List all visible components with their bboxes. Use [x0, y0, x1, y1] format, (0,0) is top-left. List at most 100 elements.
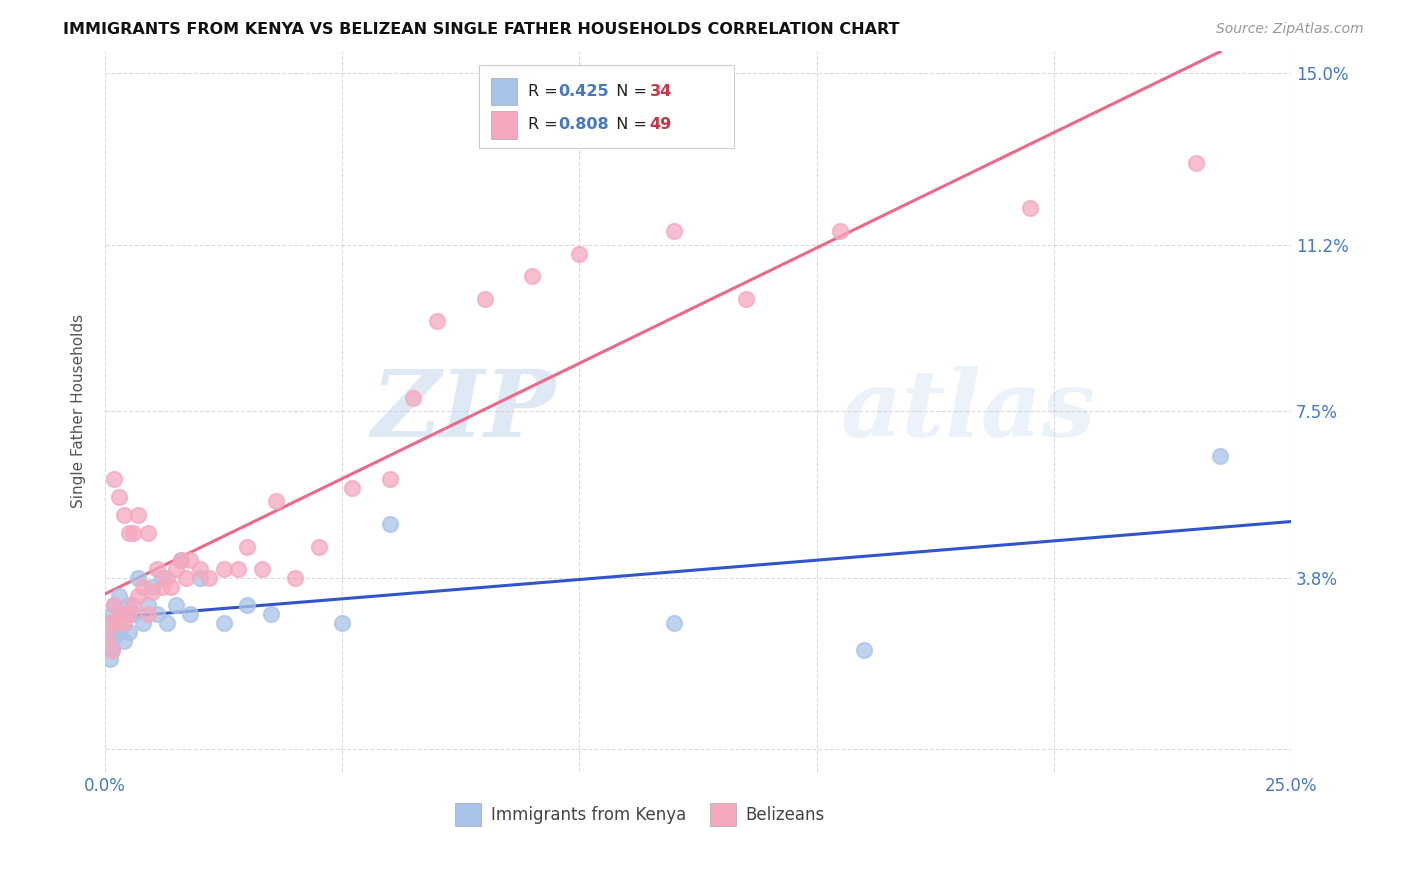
Point — [108, 490, 131, 504]
Point — [378, 472, 401, 486]
Point — [284, 571, 307, 585]
FancyBboxPatch shape — [491, 78, 516, 105]
Point — [136, 526, 159, 541]
Point — [122, 598, 145, 612]
Point — [212, 616, 235, 631]
Text: IMMIGRANTS FROM KENYA VS BELIZEAN SINGLE FATHER HOUSEHOLDS CORRELATION CHART: IMMIGRANTS FROM KENYA VS BELIZEAN SINGLE… — [63, 22, 900, 37]
Point — [1209, 450, 1232, 464]
Point — [188, 571, 211, 585]
Point — [103, 630, 125, 644]
Point — [853, 643, 876, 657]
Point — [664, 224, 686, 238]
Point — [101, 643, 124, 657]
Point — [118, 526, 141, 541]
Point — [308, 540, 330, 554]
Point — [236, 598, 259, 612]
Point — [118, 607, 141, 622]
Text: R =: R = — [529, 84, 564, 99]
Text: N =: N = — [606, 118, 652, 132]
Point — [105, 616, 128, 631]
Point — [101, 643, 124, 657]
Point — [198, 571, 221, 585]
Point — [170, 553, 193, 567]
Point — [664, 616, 686, 631]
Point — [108, 589, 131, 603]
Point — [141, 584, 163, 599]
Point — [402, 391, 425, 405]
Point — [212, 562, 235, 576]
Point — [98, 616, 121, 631]
Point — [174, 571, 197, 585]
Point — [150, 571, 173, 585]
Point — [103, 472, 125, 486]
Point — [127, 571, 149, 585]
Point — [112, 634, 135, 648]
Text: 49: 49 — [650, 118, 672, 132]
Point — [108, 625, 131, 640]
Point — [330, 616, 353, 631]
Point — [734, 292, 756, 306]
Point — [101, 607, 124, 622]
Text: ZIP: ZIP — [371, 367, 555, 457]
Point — [340, 481, 363, 495]
Point — [264, 494, 287, 508]
Point — [98, 652, 121, 666]
Point — [188, 562, 211, 576]
Point — [146, 562, 169, 576]
Point — [127, 508, 149, 522]
Point — [132, 616, 155, 631]
Point — [179, 607, 201, 622]
Point — [156, 571, 179, 585]
Point — [226, 562, 249, 576]
Point — [122, 607, 145, 622]
Point — [156, 616, 179, 631]
Text: atlas: atlas — [841, 367, 1095, 457]
Text: 34: 34 — [650, 84, 672, 99]
Point — [103, 598, 125, 612]
Point — [150, 580, 173, 594]
Point — [98, 616, 121, 631]
Y-axis label: Single Father Households: Single Father Households — [72, 314, 86, 508]
Point — [136, 598, 159, 612]
Point — [830, 224, 852, 238]
Point — [141, 580, 163, 594]
Point — [132, 580, 155, 594]
Point — [96, 630, 118, 644]
Text: Source: ZipAtlas.com: Source: ZipAtlas.com — [1216, 22, 1364, 37]
Point — [96, 630, 118, 644]
FancyBboxPatch shape — [491, 112, 516, 138]
Point — [378, 516, 401, 531]
Text: 0.425: 0.425 — [558, 84, 609, 99]
Text: N =: N = — [606, 84, 652, 99]
FancyBboxPatch shape — [710, 803, 737, 826]
Point — [160, 580, 183, 594]
Point — [165, 562, 187, 576]
Point — [118, 625, 141, 640]
Point — [1185, 156, 1208, 170]
Text: Belizeans: Belizeans — [745, 805, 825, 823]
Text: R =: R = — [529, 118, 564, 132]
Point — [105, 616, 128, 631]
Point — [103, 598, 125, 612]
Point — [146, 607, 169, 622]
Point — [112, 616, 135, 631]
Point — [1019, 202, 1042, 216]
FancyBboxPatch shape — [478, 65, 734, 148]
Point — [236, 540, 259, 554]
Point — [520, 269, 543, 284]
Point — [250, 562, 273, 576]
Point — [118, 598, 141, 612]
Point — [170, 553, 193, 567]
Point — [127, 589, 149, 603]
Text: 0.808: 0.808 — [558, 118, 609, 132]
Text: Immigrants from Kenya: Immigrants from Kenya — [491, 805, 686, 823]
Point — [112, 508, 135, 522]
FancyBboxPatch shape — [456, 803, 481, 826]
Point — [112, 607, 135, 622]
Point — [108, 607, 131, 622]
Point — [474, 292, 496, 306]
Point — [426, 314, 449, 328]
Point — [568, 246, 591, 260]
Point — [179, 553, 201, 567]
Point — [136, 607, 159, 622]
